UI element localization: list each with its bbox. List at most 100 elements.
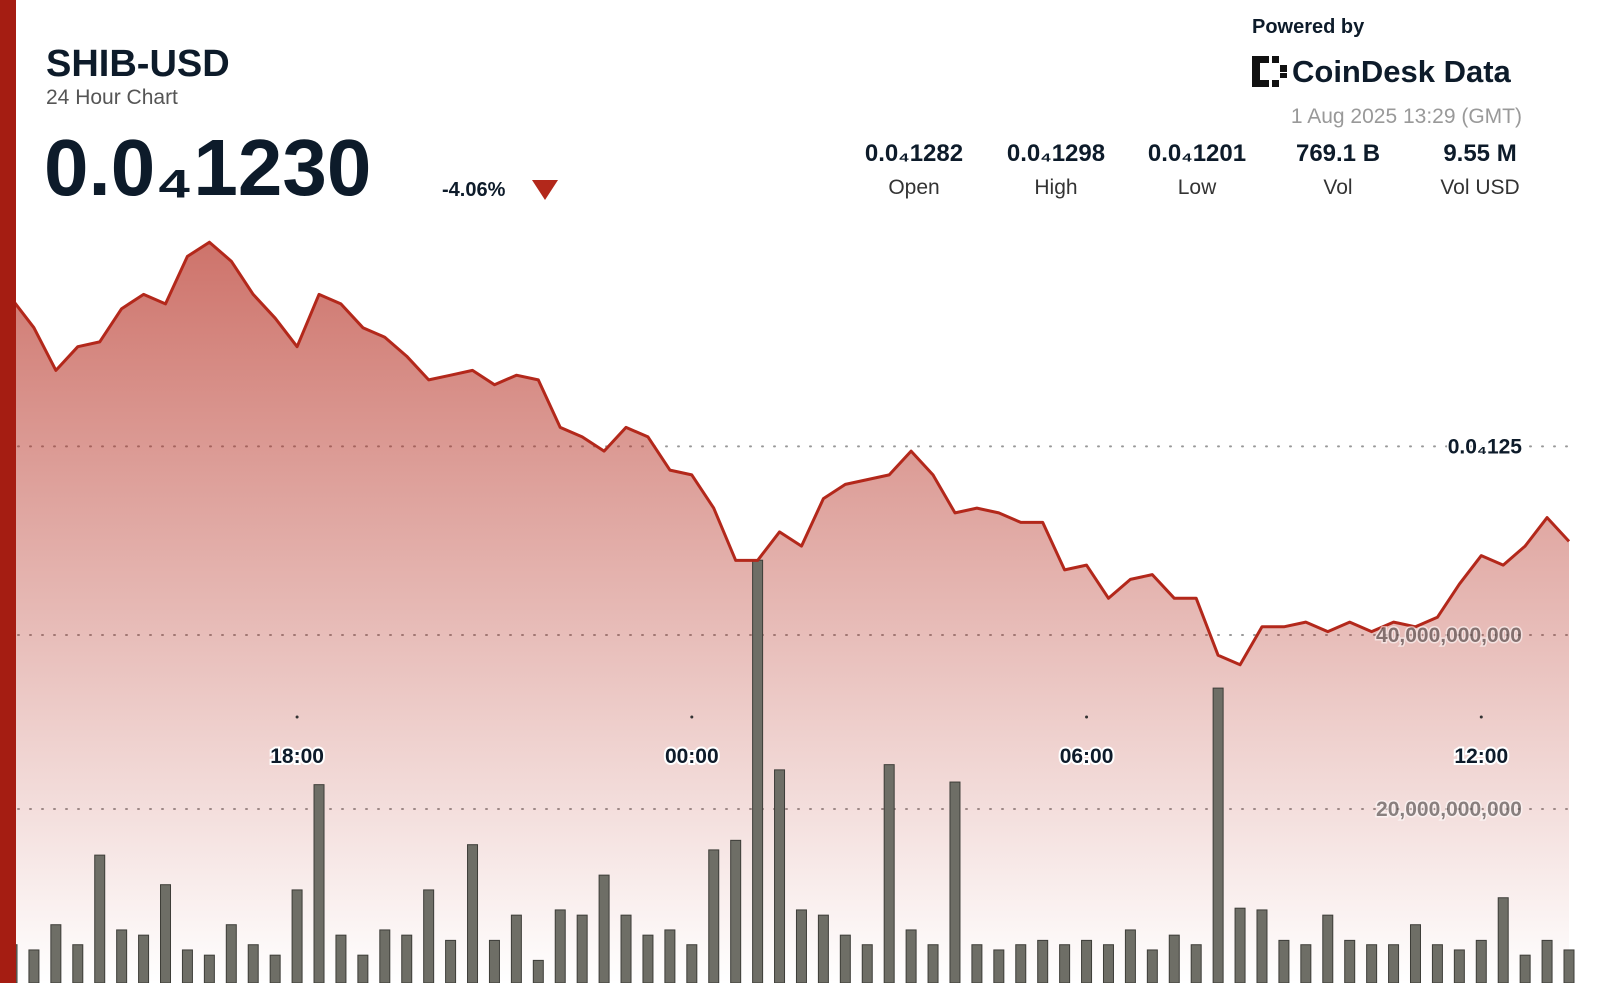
- stat-value: 9.55 M: [1443, 140, 1516, 167]
- volume-bar: [488, 939, 500, 983]
- volume-bar: [269, 954, 281, 983]
- volume-bar: [467, 844, 479, 983]
- volume-bar: [949, 781, 961, 983]
- stat-value: 0.0₄1201: [1148, 140, 1246, 167]
- volume-bar: [203, 954, 215, 983]
- stat-label: Low: [1178, 176, 1217, 199]
- volume-bar: [1475, 939, 1487, 983]
- subtitle: 24 Hour Chart: [46, 86, 178, 109]
- volume-bar: [1366, 944, 1378, 983]
- volume-bar: [1190, 944, 1202, 983]
- price-line: [10, 240, 1571, 667]
- volume-bar: [1497, 897, 1509, 983]
- volume-bar: [532, 959, 544, 983]
- x-tick-mark: [295, 715, 299, 719]
- volume-bar: [1541, 939, 1553, 983]
- x-tick-label: 18:00: [270, 745, 324, 768]
- volume-bar: [1300, 944, 1312, 983]
- stat-label: Vol: [1323, 176, 1352, 199]
- price-area: [12, 242, 1569, 983]
- volume-bar: [1059, 944, 1071, 983]
- stats: 0.0₄1282 Open 0.0₄1298 High 0.0₄1201 Low 769.1…: [865, 140, 1520, 199]
- volume-bar: [1037, 939, 1049, 983]
- volume-bar: [445, 939, 457, 983]
- stat-label: High: [1034, 176, 1077, 199]
- x-tick-label: 00:00: [665, 745, 719, 768]
- volume-bar: [839, 934, 851, 983]
- volume-bar: [883, 764, 895, 983]
- x-tick-mark: [1085, 715, 1089, 719]
- volume-bar: [313, 784, 325, 983]
- price: 0.0₄1230: [44, 123, 371, 212]
- volume-bar: [927, 944, 939, 983]
- x-tick-mark: [1479, 715, 1483, 719]
- volume-bar: [1168, 934, 1180, 983]
- accent-bar: [0, 0, 16, 983]
- volume-bar: [357, 954, 369, 983]
- symbol: SHIB-USD: [46, 43, 230, 85]
- brand-icon: [1252, 56, 1287, 87]
- volume-bar: [817, 914, 829, 983]
- volume-bar: [1256, 909, 1268, 983]
- volume-bar: [225, 924, 237, 983]
- volume-bar: [905, 929, 917, 983]
- volume-bar: [50, 924, 62, 983]
- volume-bar: [1015, 944, 1027, 983]
- volume-bar: [1388, 944, 1400, 983]
- volume-bar: [730, 839, 742, 983]
- volume-bar: [576, 914, 588, 983]
- volume-bar: [116, 929, 128, 983]
- volume-bar: [160, 884, 172, 983]
- volume-bar: [620, 914, 632, 983]
- volume-bar: [1563, 949, 1575, 983]
- stat-value: 769.1 B: [1296, 140, 1380, 167]
- volume-bar: [291, 889, 303, 983]
- stat-label: Vol USD: [1440, 176, 1519, 199]
- volume-bar: [1344, 939, 1356, 983]
- volume-bar: [1431, 944, 1443, 983]
- change: -4.06%: [442, 179, 506, 201]
- volume-bar: [510, 914, 522, 983]
- volume-bar: [1278, 939, 1290, 983]
- volume-bar: [664, 929, 676, 983]
- volume-bar: [1519, 954, 1531, 983]
- down-arrow: [532, 180, 558, 200]
- volume-bar: [971, 944, 983, 983]
- volume-bar: [708, 849, 720, 983]
- volume-bar: [1081, 939, 1093, 983]
- y-tick-label: 0.0₄125: [1448, 435, 1523, 458]
- x-tick-mark: [690, 715, 694, 719]
- volume-bar: [774, 769, 786, 983]
- volume-bar: [861, 944, 873, 983]
- volume-bar: [1234, 907, 1246, 983]
- volume-bar: [1124, 929, 1136, 983]
- stat-value: 0.0₄1282: [865, 140, 963, 167]
- plot: 18:00 00:00 06:00 12:00 0.0₄125 20,000,000,00…: [6, 240, 1575, 983]
- volume-bar: [795, 909, 807, 983]
- volume-bar: [1102, 944, 1114, 983]
- volume-bar: [72, 944, 84, 983]
- brand: CoinDesk Data: [1292, 54, 1512, 89]
- volume-bar: [554, 909, 566, 983]
- timestamp: 1 Aug 2025 13:29 (GMT): [1291, 105, 1522, 128]
- volume-bar: [1453, 949, 1465, 983]
- volume-bar: [181, 949, 193, 983]
- volume-bar: [752, 559, 764, 983]
- y2-tick-label: 40,000,000,000: [1376, 624, 1522, 647]
- volume-bar: [401, 934, 413, 983]
- volume-bar: [423, 889, 435, 983]
- volume-bar: [1146, 949, 1158, 983]
- volume-bar: [1322, 914, 1334, 983]
- y2-tick-label: 20,000,000,000: [1376, 798, 1522, 821]
- volume-bar: [993, 949, 1005, 983]
- x-tick-label: 12:00: [1454, 745, 1508, 768]
- volume-bar: [686, 944, 698, 983]
- volume-bar: [335, 934, 347, 983]
- volume-bar: [598, 874, 610, 983]
- volume-bar: [379, 929, 391, 983]
- volume-bar: [28, 949, 40, 983]
- volume-bar: [1409, 924, 1421, 983]
- stat-label: Open: [888, 176, 939, 199]
